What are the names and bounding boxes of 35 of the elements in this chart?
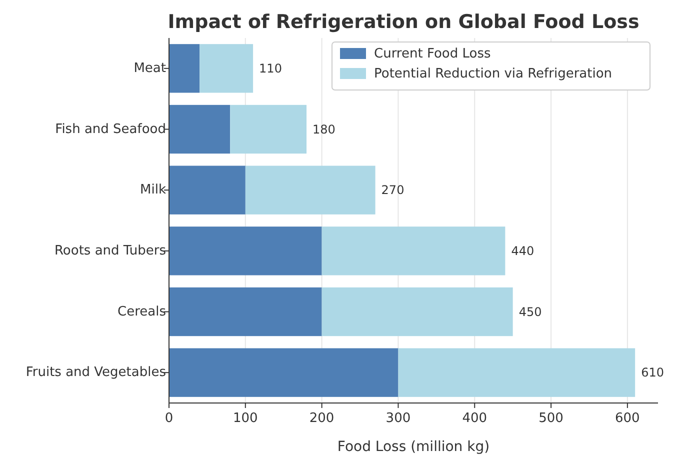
x-axis-title: Food Loss (million kg)	[337, 439, 490, 455]
y-tick-label: Cereals	[118, 304, 166, 320]
x-tick-label: 200	[309, 411, 334, 426]
bar	[169, 166, 246, 214]
bar	[169, 104, 230, 154]
y-tick-label: Fruits and Vegetables	[26, 365, 166, 380]
y-tick-label: Meat	[134, 60, 166, 76]
bar	[169, 348, 398, 397]
y-tick-label: Milk	[140, 182, 166, 198]
chart-title: Impact of Refrigeration on Global Food Loss	[168, 11, 640, 33]
x-tick-label: 0	[164, 411, 174, 426]
bar	[230, 104, 307, 154]
x-tick-label: 400	[462, 411, 488, 426]
bar	[322, 226, 506, 276]
bar	[245, 166, 376, 214]
total-label: 440	[511, 244, 534, 258]
bar	[169, 226, 322, 276]
total-label: 610	[641, 366, 664, 380]
bar	[322, 287, 513, 336]
legend-label: Current Food Loss	[374, 46, 492, 62]
legend-label: Potential Reduction via Refrigeration	[374, 66, 612, 82]
x-tick-label: 300	[386, 411, 411, 426]
x-tick-label: 100	[232, 411, 258, 426]
total-label: 450	[518, 304, 542, 319]
y-tick-label: Roots and Tubers	[54, 243, 166, 258]
bar	[398, 348, 636, 397]
total-label: 270	[381, 183, 404, 198]
x-tick-label: 600	[615, 411, 640, 426]
bar	[169, 44, 200, 93]
y-tick-label: Fish and Seafood	[55, 122, 166, 137]
total-label: 110	[259, 61, 282, 76]
total-label: 180	[312, 122, 336, 136]
bar	[200, 44, 254, 93]
bar	[169, 287, 322, 336]
x-tick-label: 500	[538, 411, 564, 426]
